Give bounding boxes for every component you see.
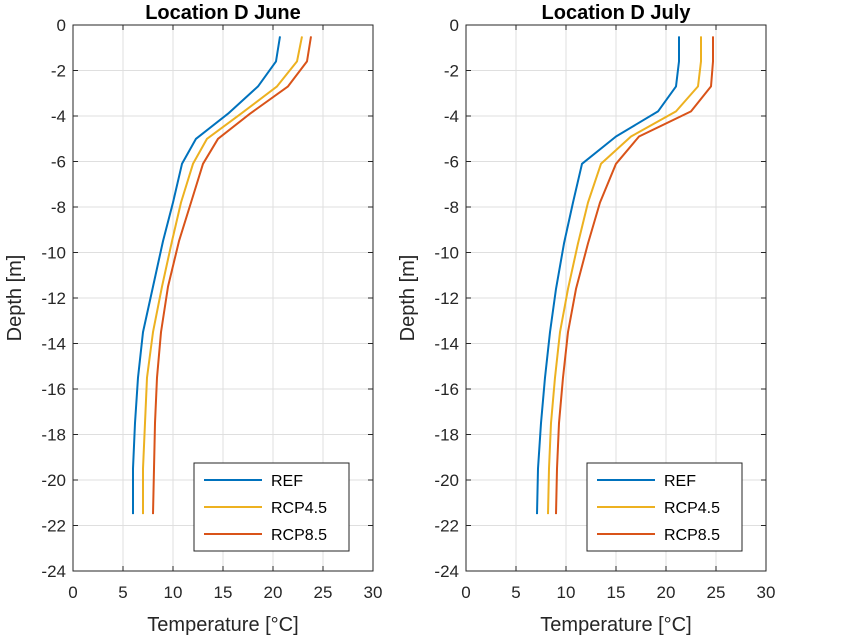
y-tick-label: -14 (41, 335, 66, 354)
y-tick-label: -6 (51, 153, 66, 172)
chart-title: Location D July (542, 2, 692, 24)
x-tick-label: 20 (264, 583, 283, 602)
x-tick-label: 0 (68, 583, 77, 602)
y-tick-label: -10 (434, 244, 459, 263)
series-line-rcp8-5 (152, 36, 312, 515)
y-tick-label: -12 (434, 289, 459, 308)
y-tick-label: -14 (434, 335, 459, 354)
x-tick-label: 25 (707, 583, 726, 602)
legend-label: RCP8.5 (664, 527, 720, 544)
y-tick-label: -8 (444, 198, 459, 217)
y-tick-label: -18 (41, 426, 66, 445)
chart-panel-2: 0 5 10 15 20 25 30 0 -2 -4 -6 -8 -10 -12 -14 -16 -18 -20 -… (397, 2, 775, 636)
y-tick-label: -22 (434, 517, 459, 536)
y-tick-label: -22 (41, 517, 66, 536)
y-tick-label: -2 (51, 62, 66, 81)
y-tick-label: -8 (51, 198, 66, 217)
x-tick-label: 15 (607, 583, 626, 602)
y-tick-label: -16 (41, 380, 66, 399)
x-tick-label: 0 (461, 583, 470, 602)
y-tick-label: 0 (450, 16, 459, 35)
x-tick-label: 25 (314, 583, 333, 602)
legend-label: RCP4.5 (271, 500, 327, 517)
y-tick-label: -10 (41, 244, 66, 263)
y-axis-label: Depth [m] (397, 255, 419, 342)
x-tick-label: 5 (118, 583, 127, 602)
series-line-rcp4-5 (142, 36, 303, 515)
x-axis-label: Temperature [°C] (147, 614, 298, 636)
series-line-rcp4-5 (547, 36, 702, 515)
x-tick-label: 30 (757, 583, 776, 602)
y-tick-label: -2 (444, 62, 459, 81)
chart-panel-1: 0 5 10 15 20 25 30 0 -2 -4 -6 -8 -10 -12 -14 -16 -18 -20 -… (4, 2, 382, 636)
y-tick-label: -24 (434, 562, 459, 581)
x-tick-label: 15 (214, 583, 233, 602)
x-tick-label: 10 (164, 583, 183, 602)
y-tick-label: -18 (434, 426, 459, 445)
legend-label: RCP8.5 (271, 527, 327, 544)
legend-label: RCP4.5 (664, 500, 720, 517)
x-tick-label: 5 (511, 583, 520, 602)
y-tick-label: -6 (444, 153, 459, 172)
legend: REF RCP4.5 RCP8.5 (193, 462, 350, 552)
x-tick-label: 20 (657, 583, 676, 602)
series-line-rcp8-5 (555, 36, 714, 515)
y-tick-label: 0 (57, 16, 66, 35)
legend-label: REF (271, 473, 303, 490)
y-tick-label: -24 (41, 562, 66, 581)
y-tick-label: -16 (434, 380, 459, 399)
series-line-ref (536, 36, 680, 515)
x-axis-label: Temperature [°C] (540, 614, 691, 636)
x-tick-label: 30 (364, 583, 383, 602)
legend: REF RCP4.5 RCP8.5 (586, 462, 743, 552)
y-tick-label: -12 (41, 289, 66, 308)
y-tick-label: -20 (41, 471, 66, 490)
y-tick-label: -4 (444, 107, 459, 126)
series-line-ref (132, 36, 281, 515)
y-tick-label: -20 (434, 471, 459, 490)
y-tick-label: -4 (51, 107, 66, 126)
chart-title: Location D June (145, 2, 301, 24)
y-axis-label: Depth [m] (4, 255, 26, 342)
legend-label: REF (664, 473, 696, 490)
x-tick-label: 10 (557, 583, 576, 602)
